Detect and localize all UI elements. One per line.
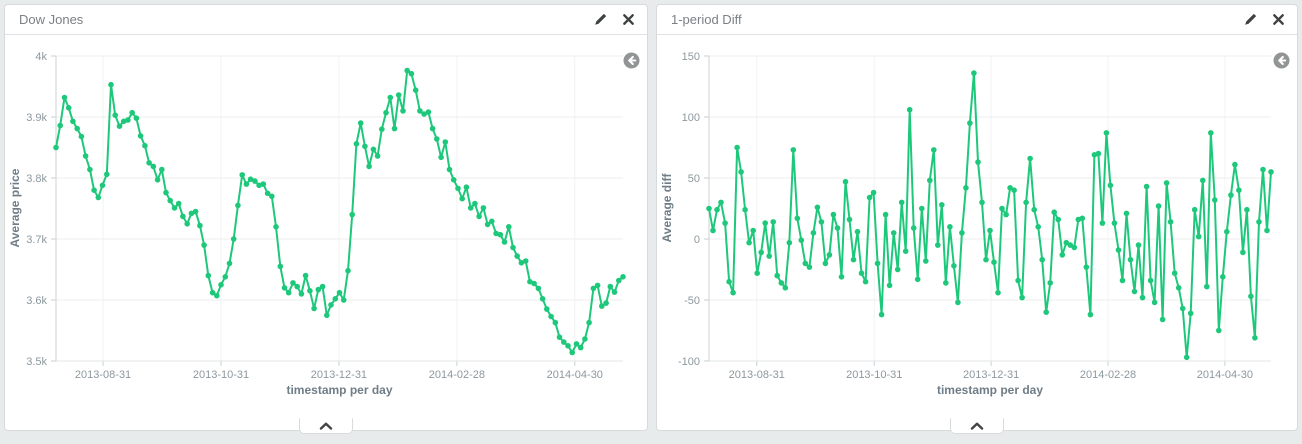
svg-text:100: 100: [682, 112, 700, 124]
dow-jones-chart-canvas[interactable]: 2013-08-31 2013-10-31 2013-12-31 2014-02-28…: [5, 35, 645, 427]
svg-text:3.8k: 3.8k: [26, 173, 47, 185]
collapse-panel-button[interactable]: [950, 418, 1004, 434]
panel-dow-jones: Dow Jones 2013-08-31 2013-10-31 2013-12-31…: [4, 4, 648, 434]
svg-text:3.9k: 3.9k: [26, 112, 47, 124]
close-icon[interactable]: [622, 13, 635, 26]
panel-1-period-diff: 1-period Diff 2013-08-31 2013-10-31 2013-1…: [656, 4, 1298, 434]
svg-text:2013-08-31: 2013-08-31: [75, 369, 131, 381]
collapse-panel-button[interactable]: [299, 418, 353, 434]
pencil-icon[interactable]: [594, 13, 607, 26]
close-icon[interactable]: [1272, 13, 1285, 26]
svg-text:150: 150: [682, 51, 700, 63]
panel-header[interactable]: Dow Jones: [5, 5, 647, 35]
y-axis-title: Average diff: [660, 173, 674, 243]
panel-title: Dow Jones: [19, 12, 84, 27]
svg-text:2014-02-28: 2014-02-28: [429, 369, 485, 381]
svg-text:4k: 4k: [35, 51, 47, 63]
panel-title: 1-period Diff: [671, 12, 742, 27]
svg-text:3.7k: 3.7k: [26, 234, 47, 246]
svg-text:-50: -50: [684, 295, 700, 307]
svg-text:2014-04-30: 2014-04-30: [547, 369, 603, 381]
chart-area: 2013-08-31 2013-10-31 2013-12-31 2014-02-28…: [657, 35, 1297, 430]
svg-text:2013-12-31: 2013-12-31: [963, 369, 1019, 381]
panel-header[interactable]: 1-period Diff: [657, 5, 1297, 35]
back-circle-icon[interactable]: [1273, 52, 1290, 69]
svg-text:3.6k: 3.6k: [26, 295, 47, 307]
panel-header-icons: [594, 5, 635, 34]
chart-area: 2013-08-31 2013-10-31 2013-12-31 2014-02-28…: [5, 35, 647, 430]
svg-text:2013-08-31: 2013-08-31: [729, 369, 785, 381]
pencil-icon[interactable]: [1244, 13, 1257, 26]
panel-header-icons: [1244, 5, 1285, 34]
svg-text:2013-12-31: 2013-12-31: [311, 369, 367, 381]
svg-text:2014-02-28: 2014-02-28: [1080, 369, 1136, 381]
svg-text:0: 0: [694, 234, 700, 246]
svg-text:2014-04-30: 2014-04-30: [1197, 369, 1253, 381]
chevron-up-icon: [970, 422, 984, 430]
svg-text:-100: -100: [678, 356, 700, 368]
chevron-up-icon: [319, 422, 333, 430]
svg-text:2013-10-31: 2013-10-31: [846, 369, 902, 381]
y-axis-title: Average price: [8, 168, 22, 248]
svg-text:3.5k: 3.5k: [26, 356, 47, 368]
x-axis-title: timestamp per day: [936, 383, 1044, 397]
diff-chart-canvas[interactable]: 2013-08-31 2013-10-31 2013-12-31 2014-02-28…: [657, 35, 1295, 427]
x-axis-title: timestamp per day: [286, 383, 393, 397]
svg-text:2013-10-31: 2013-10-31: [193, 369, 249, 381]
svg-text:50: 50: [688, 173, 700, 185]
back-circle-icon[interactable]: [623, 52, 640, 69]
